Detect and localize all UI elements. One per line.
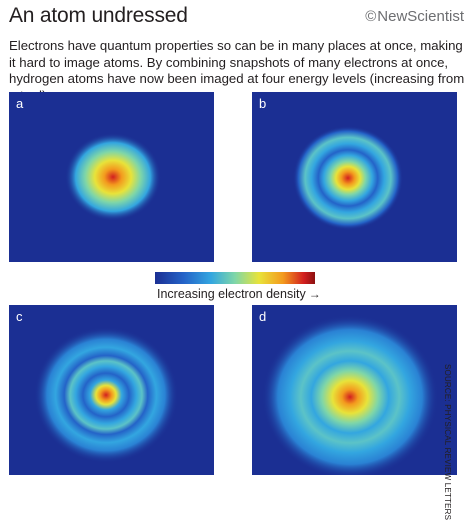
density-image-b — [293, 126, 403, 230]
colorbar — [155, 272, 315, 284]
panel-label-c: c — [16, 309, 23, 324]
page-title: An atom undressed — [9, 4, 188, 27]
panel-label-b: b — [259, 96, 267, 111]
panel-a: a — [9, 92, 214, 262]
density-image-d — [262, 315, 438, 475]
colorbar-label: Increasing electron density → — [155, 287, 321, 301]
colorbar-legend: Increasing electron density → — [155, 272, 321, 301]
copyright-icon: © — [365, 8, 377, 25]
panel-b: b — [252, 92, 457, 262]
logo-text: NewScientist — [377, 8, 464, 25]
newscientist-logo: © NewScientist — [365, 8, 464, 25]
arrow-right-icon: → — [308, 287, 321, 301]
panel-label-d: d — [259, 309, 267, 324]
panel-label-a: a — [16, 96, 24, 111]
density-image-a — [65, 133, 161, 221]
panel-c: c — [9, 305, 214, 475]
source-credit: SOURCE: PHYSICAL REVIEW LETTERS — [443, 364, 452, 520]
density-image-c — [34, 327, 178, 463]
panel-d: d — [252, 305, 457, 475]
colorbar-label-text: Increasing electron density — [157, 287, 306, 301]
